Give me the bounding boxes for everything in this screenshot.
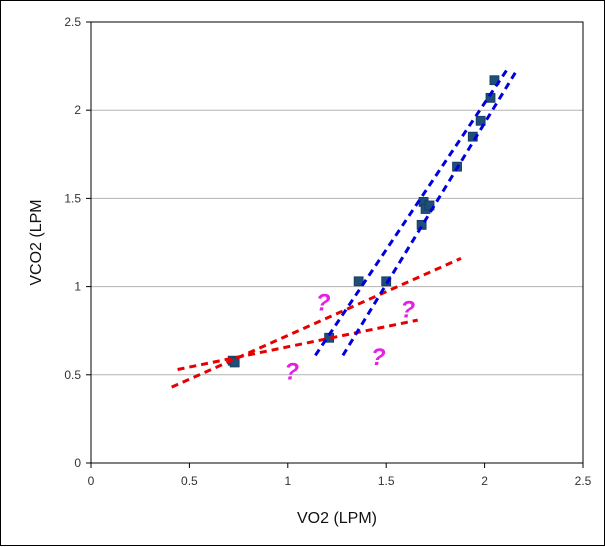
question-annotation: ?: [371, 344, 386, 371]
plot-area-border: [90, 21, 584, 464]
y-axis-title: VCO2 (LPM: [28, 199, 45, 285]
tick-layer: 0 0.5 1 1.5 2 2.5 0 0.5 1 1.5 2 2.5: [64, 15, 591, 488]
x-tick-label: 0: [88, 474, 95, 488]
data-point: [416, 219, 427, 230]
red-line-steep: [171, 257, 462, 389]
question-annotation: ?: [401, 297, 416, 324]
y-tick-label: 1: [74, 280, 81, 294]
x-tick-label: 2: [481, 474, 488, 488]
annotation-layer: ????: [284, 289, 415, 385]
x-tick-label: 1: [284, 474, 291, 488]
x-tick-label: 2.5: [575, 474, 592, 488]
y-tick-label: 2: [74, 103, 81, 117]
question-annotation: ?: [316, 289, 331, 316]
x-tick-label: 1.5: [378, 474, 395, 488]
y-tick-label: 1.5: [64, 191, 81, 205]
trend-line-layer: [171, 67, 518, 389]
data-point: [424, 200, 435, 211]
data-point: [353, 276, 364, 287]
blue-line-right: [341, 70, 518, 357]
x-axis-title: VO2 (LPM): [297, 510, 377, 527]
data-point: [475, 115, 486, 126]
x-tick-label: 0.5: [181, 474, 198, 488]
y-tick-label: 0.5: [64, 368, 81, 382]
y-tick-label: 0: [74, 456, 81, 470]
data-point: [381, 276, 392, 287]
y-tick-label: 2.5: [64, 15, 81, 29]
question-annotation: ?: [284, 358, 299, 385]
blue-line-left: [314, 67, 510, 357]
red-line-shallow: [177, 318, 418, 371]
